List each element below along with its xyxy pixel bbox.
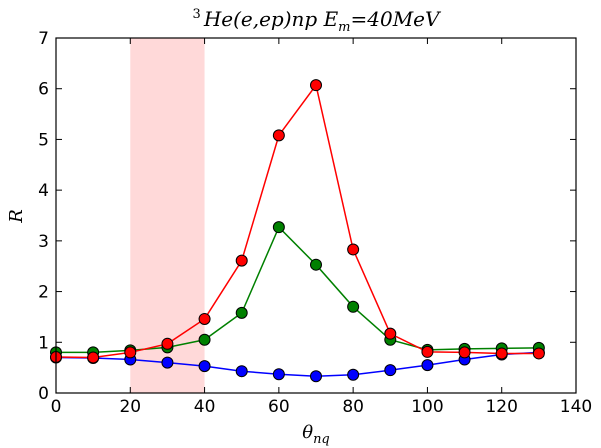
tick-layer: 0 20 40 60 80 100 120 140 0 1 2 3 4 5 6 7 — [38, 29, 592, 417]
series-0-point — [272, 368, 285, 381]
highlight-band — [130, 38, 205, 393]
series-line-0 — [55, 351, 539, 378]
series-0-point — [421, 359, 434, 372]
x-tick-label: 20 — [119, 397, 141, 417]
series-0-point — [384, 364, 397, 377]
series-1-point — [347, 300, 360, 313]
x-tick-label: 40 — [194, 397, 216, 417]
title-subscript: m — [338, 20, 350, 35]
series-2-point — [124, 346, 137, 359]
series-2-point — [87, 351, 100, 364]
series-1-point — [272, 221, 285, 234]
title-tail: =40MeV — [351, 7, 443, 31]
y-tick-label: 6 — [38, 80, 49, 100]
series-1-point — [310, 258, 322, 271]
series-1-point — [235, 306, 248, 319]
title-superscript: 3 — [193, 7, 201, 22]
series-2-point — [458, 346, 471, 359]
series-2-point — [272, 129, 285, 142]
series-2-point — [384, 327, 397, 340]
series-line-2 — [55, 83, 539, 359]
series-2-point — [532, 347, 545, 360]
x-axis-label: θnq — [302, 422, 330, 447]
chart-title: 3 He(e,ep)np Em=40MeV — [193, 7, 442, 35]
series-1-point — [198, 333, 211, 346]
title-main: He(e,ep)np E — [203, 7, 339, 31]
x-axis-label-subscript: nq — [313, 432, 330, 447]
x-tick-label: 0 — [51, 397, 62, 417]
y-tick-label: 4 — [38, 181, 49, 201]
y-tick-label: 1 — [38, 333, 49, 353]
x-tick-label: 140 — [560, 397, 592, 417]
x-tick-label: 100 — [411, 397, 443, 417]
series-0-point — [310, 370, 322, 383]
x-tick-label: 120 — [485, 397, 517, 417]
x-tick-label: 60 — [268, 397, 290, 417]
plot-frame — [55, 37, 577, 394]
series-0-point — [347, 368, 360, 381]
y-axis-label: R — [6, 209, 27, 224]
x-axis-label-main: θ — [302, 422, 313, 443]
series-line-1 — [56, 225, 539, 354]
y-tick-label: 7 — [38, 29, 49, 49]
y-tick-label: 5 — [38, 130, 49, 150]
y-tick-label: 0 — [38, 384, 49, 404]
series-0-point — [235, 365, 248, 378]
series-2-point — [161, 337, 174, 350]
highlight-band-layer — [130, 38, 205, 393]
series-2-point — [198, 312, 211, 325]
y-tick-label: 3 — [38, 232, 49, 252]
series-2-point — [347, 243, 360, 256]
series-2-point — [495, 347, 508, 360]
x-tick-label: 80 — [342, 397, 364, 417]
series-2-point — [310, 79, 322, 92]
y-tick-label: 2 — [38, 283, 49, 303]
series-0-point — [161, 356, 174, 369]
series-layer — [50, 79, 545, 383]
series-0-point — [198, 360, 211, 373]
series-2-point — [421, 345, 434, 358]
series-2-point — [235, 254, 248, 267]
